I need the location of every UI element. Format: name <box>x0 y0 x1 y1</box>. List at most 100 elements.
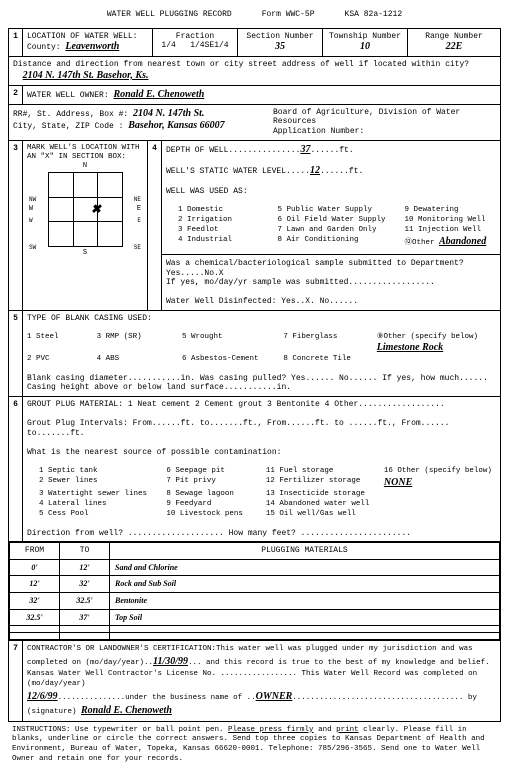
use-8: 8 Air Conditioning <box>278 236 397 248</box>
rng-lbl: Range Number <box>425 32 483 41</box>
county-lbl: County: <box>27 43 61 52</box>
table-row <box>10 633 500 640</box>
depth-val: 37 <box>300 144 310 155</box>
instructions: INSTRUCTIONS: Use typewriter or ball poi… <box>8 722 501 769</box>
rng-cell: Range Number 22E <box>408 29 500 57</box>
table-row: 32.5'37'Top Soil <box>10 609 500 626</box>
table-row: 32'32.5'Bentonite <box>10 593 500 610</box>
use-3: 3 Feedlot <box>178 226 270 235</box>
uses-grid: 1 Domestic 5 Public Water Supply 9 Dewat… <box>166 206 496 248</box>
title: WATER WELL PLUGGING RECORD <box>107 10 232 20</box>
row-owner: 2 WATER WELL OWNER: Ronald E. Chenoweth <box>9 86 500 105</box>
addr-val: 2104 N. 147th St. <box>133 108 204 119</box>
plugging-table: FROM TO PLUGGING MATERIALS 0'12'Sand and… <box>9 542 500 640</box>
header: WATER WELL PLUGGING RECORD Form WWC-5P K… <box>8 10 501 20</box>
ct-1: 1 Septic tank <box>39 467 160 476</box>
contam-lbl: What is the nearest source of possible c… <box>27 448 281 457</box>
mark-heading: MARK WELL'S LOCATION WITH AN "X" IN SECT… <box>27 144 143 162</box>
row-cert: 7 CONTRACTOR'S OR LANDOWNER'S CERTIFICAT… <box>9 641 500 721</box>
chem2: If yes, mo/day/yr sample was submitted..… <box>166 278 435 287</box>
loc-county-cell: LOCATION OF WATER WELL: County: Leavenwo… <box>23 29 153 57</box>
owner-cell: WATER WELL OWNER: Ronald E. Chenoweth <box>23 86 500 104</box>
c-3: 3 RMP (SR) <box>97 333 176 354</box>
chem: Was a chemical/bacteriological sample su… <box>166 259 464 278</box>
num-1: 1 <box>9 29 23 57</box>
ct-6: 6 Seepage pit <box>166 467 259 476</box>
owner-addr-cell: RR#, St. Address, Box #: 2104 N. 147th S… <box>9 105 500 140</box>
mark-cell: MARK WELL'S LOCATION WITH AN "X" IN SECT… <box>23 141 148 310</box>
row-3-4: 3 MARK WELL'S LOCATION WITH AN "X" IN SE… <box>9 141 500 311</box>
table-row: 12'32'Rock and Sub Soil <box>10 576 500 593</box>
cert-d1: 11/30/99 <box>153 656 188 667</box>
ct-4: 4 Lateral lines <box>39 500 160 509</box>
board: Board of Agriculture, Division of Water … <box>273 108 460 127</box>
row-casing: 5 TYPE OF BLANK CASING USED: 1 Steel 3 R… <box>9 311 500 397</box>
twp-cell: Township Number 10 <box>323 29 408 57</box>
use-12: ⑫Other Abandoned <box>404 236 496 248</box>
frac-cell: Fraction 1/4 1/4SE1/4 <box>153 29 238 57</box>
use-10: 10 Monitoring Well <box>404 216 496 225</box>
grout-intervals: Grout Plug Intervals: From......ft. to..… <box>27 419 449 438</box>
used-lbl: WELL WAS USED AS: <box>166 187 248 196</box>
owner-heading: WATER WELL OWNER: <box>27 91 109 100</box>
diam: Blank casing diameter...........in. Was … <box>27 374 488 383</box>
dist-val: 2104 N. 147th St. Basehor, Ks. <box>23 70 149 81</box>
ct-9: 9 Feedyard <box>166 500 259 509</box>
th-to: TO <box>60 543 110 560</box>
rng-val: 22E <box>446 41 463 52</box>
cert-cell: CONTRACTOR'S OR LANDOWNER'S CERTIFICATIO… <box>23 641 500 721</box>
row-location: 1 LOCATION OF WATER WELL: County: Leaven… <box>9 29 500 58</box>
ksa: KSA 82a-1212 <box>345 10 403 20</box>
twp-lbl: Township Number <box>329 32 401 41</box>
c-7: 7 Fiberglass <box>283 333 370 354</box>
ct-2: 2 Sewer lines <box>39 477 160 489</box>
use-7: 7 Lawn and Garden Only <box>278 226 397 235</box>
compass-n: N <box>27 162 143 170</box>
c-1: 1 Steel <box>27 333 91 354</box>
num-5: 5 <box>9 311 23 396</box>
owner-name: Ronald E. Chenoweth <box>113 89 204 100</box>
ct-16: 16 Other (specify below) <box>384 467 496 476</box>
table-row: 0'12'Sand and Chlorine <box>10 559 500 576</box>
dir: Direction from well? ...................… <box>27 529 411 538</box>
frac1: 1/4 <box>161 41 175 50</box>
ft2: ft. <box>349 167 363 176</box>
compass-s: S <box>27 249 143 257</box>
use-4: 4 Industrial <box>178 236 270 248</box>
dist-lbl: Distance and direction from nearest town… <box>13 60 469 69</box>
form-body: 1 LOCATION OF WATER WELL: County: Leaven… <box>8 28 501 722</box>
row-grout: 6 GROUT PLUG MATERIAL: 1 Neat cement 2 C… <box>9 397 500 542</box>
c-5: 5 Wrought <box>182 333 277 354</box>
use-2: 2 Irrigation <box>178 216 270 225</box>
ct-14: 14 Abandoned water well <box>266 500 378 509</box>
cert-owner: OWNER <box>256 691 293 702</box>
th-from: FROM <box>10 543 60 560</box>
swl-lbl: WELL'S STATIC WATER LEVEL <box>166 167 286 176</box>
ct-5: 5 Cess Pool <box>39 510 160 519</box>
cert-sig: Ronald E. Chenoweth <box>81 705 172 716</box>
swl-val: 12 <box>310 165 320 176</box>
num-6: 6 <box>9 397 23 541</box>
ct-11: 11 Fuel storage <box>266 467 378 476</box>
section-grid: ✖ <box>48 172 123 247</box>
num-3: 3 <box>9 141 23 310</box>
ct-13: 13 Insecticide storage <box>266 490 378 499</box>
ct-3: 3 Watertight sewer lines <box>39 490 160 499</box>
c-4: 4 ABS <box>97 355 176 364</box>
sec-lbl: Section Number <box>246 32 313 41</box>
use-6: 6 Oil Field Water Supply <box>278 216 397 225</box>
x-mark: ✖ <box>91 202 101 216</box>
compass-e: E <box>135 205 143 213</box>
frac-lbl: Fraction <box>176 32 214 41</box>
cert-t3: ...............under the business name o… <box>58 694 256 702</box>
ct-8: 8 Sewage lagoon <box>166 490 259 499</box>
depth-lbl: DEPTH OF WELL <box>166 146 228 155</box>
contam-grid: 1 Septic tank 6 Seepage pit 11 Fuel stor… <box>27 467 496 519</box>
casing-grid: 1 Steel 3 RMP (SR) 5 Wrought 7 Fiberglas… <box>27 333 496 364</box>
ct-none: NONE <box>384 477 496 489</box>
c-8: 8 Concrete Tile <box>283 355 370 364</box>
ct-15: 15 Oil well/Gas well <box>266 510 378 519</box>
casing-heading: TYPE OF BLANK CASING USED: <box>27 314 152 323</box>
use-5: 5 Public Water Supply <box>278 206 397 215</box>
row-plugtable: FROM TO PLUGGING MATERIALS 0'12'Sand and… <box>9 542 500 641</box>
